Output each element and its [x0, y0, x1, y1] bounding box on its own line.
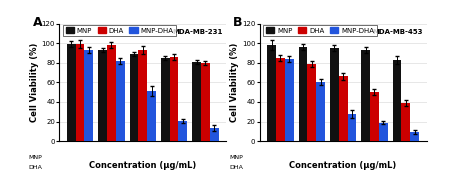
Bar — [210, 128, 219, 141]
Bar — [170, 57, 179, 141]
Bar — [138, 50, 147, 141]
Bar — [339, 76, 347, 141]
Bar — [370, 92, 379, 141]
Bar — [299, 47, 307, 141]
Bar — [98, 50, 107, 141]
Text: MDA-MB-453: MDA-MB-453 — [373, 29, 423, 35]
Text: MDA-MB-231: MDA-MB-231 — [173, 29, 223, 35]
Bar — [347, 114, 356, 141]
Bar — [179, 121, 187, 141]
Bar — [330, 48, 339, 141]
X-axis label: Concentration (μg/mL): Concentration (μg/mL) — [290, 161, 397, 170]
Text: DHA: DHA — [29, 165, 43, 170]
Bar — [392, 60, 401, 141]
X-axis label: Concentration (μg/mL): Concentration (μg/mL) — [89, 161, 196, 170]
Bar — [410, 132, 419, 141]
Bar — [361, 50, 370, 141]
Legend: MNP, DHA, MNP-DHA: MNP, DHA, MNP-DHA — [63, 25, 176, 36]
Y-axis label: Cell Viability (%): Cell Viability (%) — [230, 43, 239, 122]
Bar — [67, 44, 76, 141]
Legend: MNP, DHA, MNP-DHA: MNP, DHA, MNP-DHA — [263, 25, 377, 36]
Text: DHA: DHA — [229, 165, 243, 170]
Bar — [192, 62, 201, 141]
Bar — [307, 64, 316, 141]
Bar — [379, 122, 388, 141]
Bar — [84, 50, 93, 141]
Bar — [201, 63, 210, 141]
Bar — [129, 54, 138, 141]
Text: B: B — [233, 16, 242, 29]
Bar — [267, 45, 276, 141]
Bar — [276, 58, 285, 141]
Text: MNP: MNP — [29, 155, 43, 160]
Text: MNP: MNP — [229, 155, 243, 160]
Bar — [285, 59, 293, 141]
Bar — [316, 82, 325, 141]
Bar — [116, 61, 125, 141]
Bar — [401, 103, 410, 141]
Bar — [107, 45, 116, 141]
Bar — [161, 58, 170, 141]
Bar — [76, 44, 84, 141]
Text: A: A — [33, 16, 42, 29]
Bar — [147, 91, 156, 141]
Y-axis label: Cell Viability (%): Cell Viability (%) — [30, 43, 39, 122]
